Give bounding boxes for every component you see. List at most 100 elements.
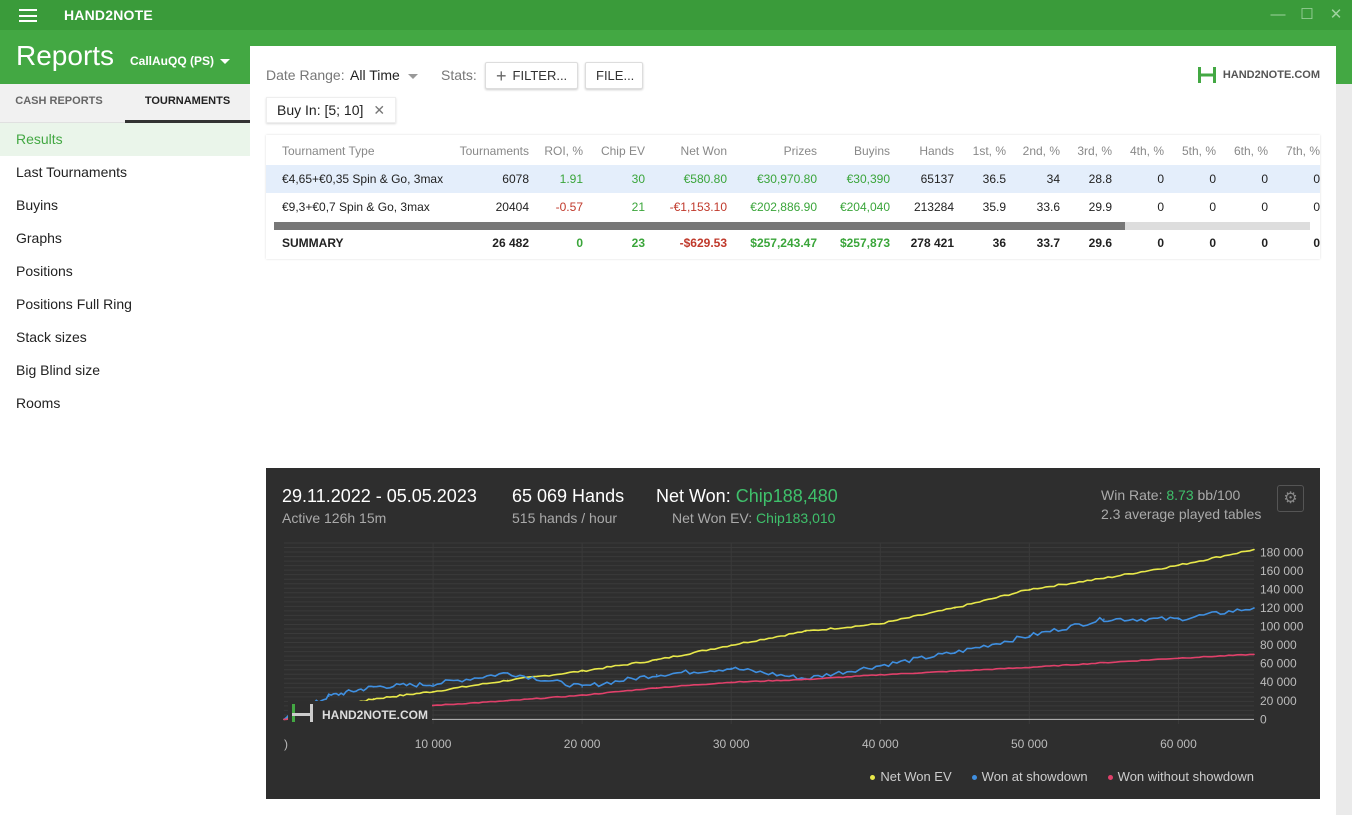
y-tick-label: 160 000 [1260, 564, 1304, 578]
close-icon[interactable]: ✕ [1329, 6, 1343, 23]
filter-button-label: FILTER... [512, 68, 568, 83]
table-header-cell: 3rd, % [1077, 144, 1112, 158]
account-selector[interactable]: CallAuQQ (PS) [130, 54, 231, 68]
table-cell: €30,390 [846, 172, 890, 186]
table-cell: 0 [1313, 200, 1320, 214]
watermark-logo-icon [310, 704, 313, 722]
table-header-cell: Hands [919, 144, 954, 158]
table-cell: 36.5 [982, 172, 1006, 186]
series-point [506, 672, 509, 674]
logo-text: HAND2NOTE.COM [1222, 69, 1320, 81]
summary-cell: 36 [992, 236, 1006, 250]
sidebar-item-stack-sizes[interactable]: Stack sizes [16, 329, 87, 345]
legend-dot-icon [1107, 775, 1113, 781]
y-tick-label: 40 000 [1260, 675, 1297, 689]
filter-button[interactable]: + FILTER... [485, 62, 578, 89]
close-icon[interactable]: ✕ [373, 102, 386, 118]
maximize-icon[interactable]: ☐ [1300, 6, 1314, 23]
table-header-cell: Chip EV [600, 144, 645, 158]
series-point [879, 674, 882, 676]
legend-item[interactable]: Won without showdown [1107, 769, 1254, 784]
series-point [1253, 607, 1255, 609]
results-table: Tournament Type Tournaments ROI, % Chip EV N… [266, 135, 1320, 259]
table-header-cell: ROI, % [544, 144, 583, 158]
gear-icon[interactable]: ⚙ [1277, 485, 1304, 512]
table-cell: €580.80 [683, 172, 727, 186]
scrollbar-thumb[interactable] [274, 222, 1125, 230]
y-tick-label: 60 000 [1260, 657, 1297, 671]
legend-dot-icon [870, 775, 876, 781]
sidebar-item-results[interactable]: Results [0, 123, 250, 156]
y-tick-label: 180 000 [1260, 545, 1304, 559]
table-header-cell: 5th, % [1181, 144, 1216, 158]
date-range-dropdown[interactable]: All Time [350, 67, 418, 83]
brand-logo: HAND2NOTE.COM [1197, 65, 1320, 85]
table-header-cell: Tournament Type [282, 144, 375, 158]
horizontal-scrollbar[interactable] [274, 222, 1310, 230]
legend-item[interactable]: Won at showdown [971, 769, 1088, 784]
table-cell: 34 [1046, 172, 1060, 186]
table-row[interactable]: €9,3+€0,7 Spin & Go, 3max 20404 -0.57 21 -€1… [266, 193, 1320, 221]
series-point [1028, 635, 1031, 637]
net-won-label: Net Won: [656, 486, 736, 506]
legend-label: Won at showdown [981, 769, 1088, 784]
tab-tournaments[interactable]: TOURNAMENTS [125, 84, 250, 123]
summary-cell: 0 [1157, 236, 1164, 250]
series-line-1 [283, 607, 1255, 721]
sidebar-item-buyins[interactable]: Buyins [16, 197, 59, 213]
series-point [506, 699, 509, 702]
y-tick-label: 20 000 [1260, 694, 1297, 708]
graph-panel: 29.11.2022 - 05.05.2023 Active 126h 15m … [266, 468, 1320, 799]
table-cell: €202,886.90 [750, 200, 817, 214]
sidebar-item-rooms[interactable]: Rooms [16, 395, 61, 411]
sidebar-item-positions-full-ring[interactable]: Positions Full Ring [16, 296, 132, 312]
table-cell: 29.9 [1088, 200, 1112, 214]
legend-item[interactable]: Net Won EV [870, 769, 952, 784]
account-label: CallAuQQ (PS) [130, 54, 215, 68]
sidebar-item-big-blind-size[interactable]: Big Blind size [16, 362, 101, 378]
net-won-ev-label: Net Won EV: [672, 510, 757, 526]
report-tabs: CASH REPORTS TOURNAMENTS [0, 84, 250, 123]
series-point [1028, 666, 1031, 669]
summary-cell: 26 482 [492, 236, 529, 250]
table-cell: 0 [1157, 172, 1164, 186]
minimize-icon[interactable]: — [1270, 6, 1286, 23]
table-header-cell: Net Won [680, 144, 727, 158]
table-cell: 35.9 [982, 200, 1006, 214]
summary-cell: $257,243.47 [750, 236, 817, 250]
series-point [879, 664, 882, 667]
sidebar: CASH REPORTS TOURNAMENTS Results Last To… [0, 84, 250, 815]
table-header-row: Tournament Type Tournaments ROI, % Chip EV N… [266, 137, 1320, 165]
stats-label: Stats: [441, 67, 477, 83]
series-point [804, 678, 807, 681]
table-row[interactable]: €4,65+€0,35 Spin & Go, 3max 6078 1.91 30 €58… [266, 165, 1320, 193]
x-tick-label: 20 000 [564, 737, 601, 751]
file-button-label: FILE... [596, 68, 635, 83]
tab-cash-reports[interactable]: CASH REPORTS [15, 95, 103, 107]
file-button[interactable]: FILE... [585, 62, 643, 89]
sidebar-item-graphs[interactable]: Graphs [16, 230, 62, 246]
series-point [327, 695, 330, 697]
table-header-cell: 7th, % [1285, 144, 1320, 158]
hamburger-menu-icon[interactable] [19, 9, 37, 22]
table-cell: -0.57 [555, 200, 583, 214]
date-range-value: All Time [350, 67, 400, 83]
filter-chip[interactable]: Buy In: [5; 10] ✕ [266, 97, 397, 123]
series-point [730, 667, 733, 670]
series-point [954, 607, 956, 609]
hand2note-logo-icon [1197, 67, 1216, 83]
x-tick-label: 50 000 [1011, 737, 1048, 751]
table-cell: 0 [1157, 200, 1164, 214]
x-tick-label: ) [284, 737, 288, 751]
chart-watermark: HAND2NOTE.COM [288, 701, 432, 725]
table-cell: -€1,153.10 [669, 200, 727, 214]
series-point [1253, 653, 1255, 656]
sidebar-item-last-tournaments[interactable]: Last Tournaments [16, 164, 128, 180]
sidebar-item-positions[interactable]: Positions [16, 263, 73, 279]
graph-date-range: 29.11.2022 - 05.05.2023 [282, 486, 477, 506]
series-point [954, 670, 956, 672]
table-cell: €4,65+€0,35 Spin & Go, 3max [282, 172, 444, 186]
y-tick-label: 140 000 [1260, 582, 1304, 596]
series-point [1103, 618, 1105, 620]
series-point [655, 659, 658, 661]
